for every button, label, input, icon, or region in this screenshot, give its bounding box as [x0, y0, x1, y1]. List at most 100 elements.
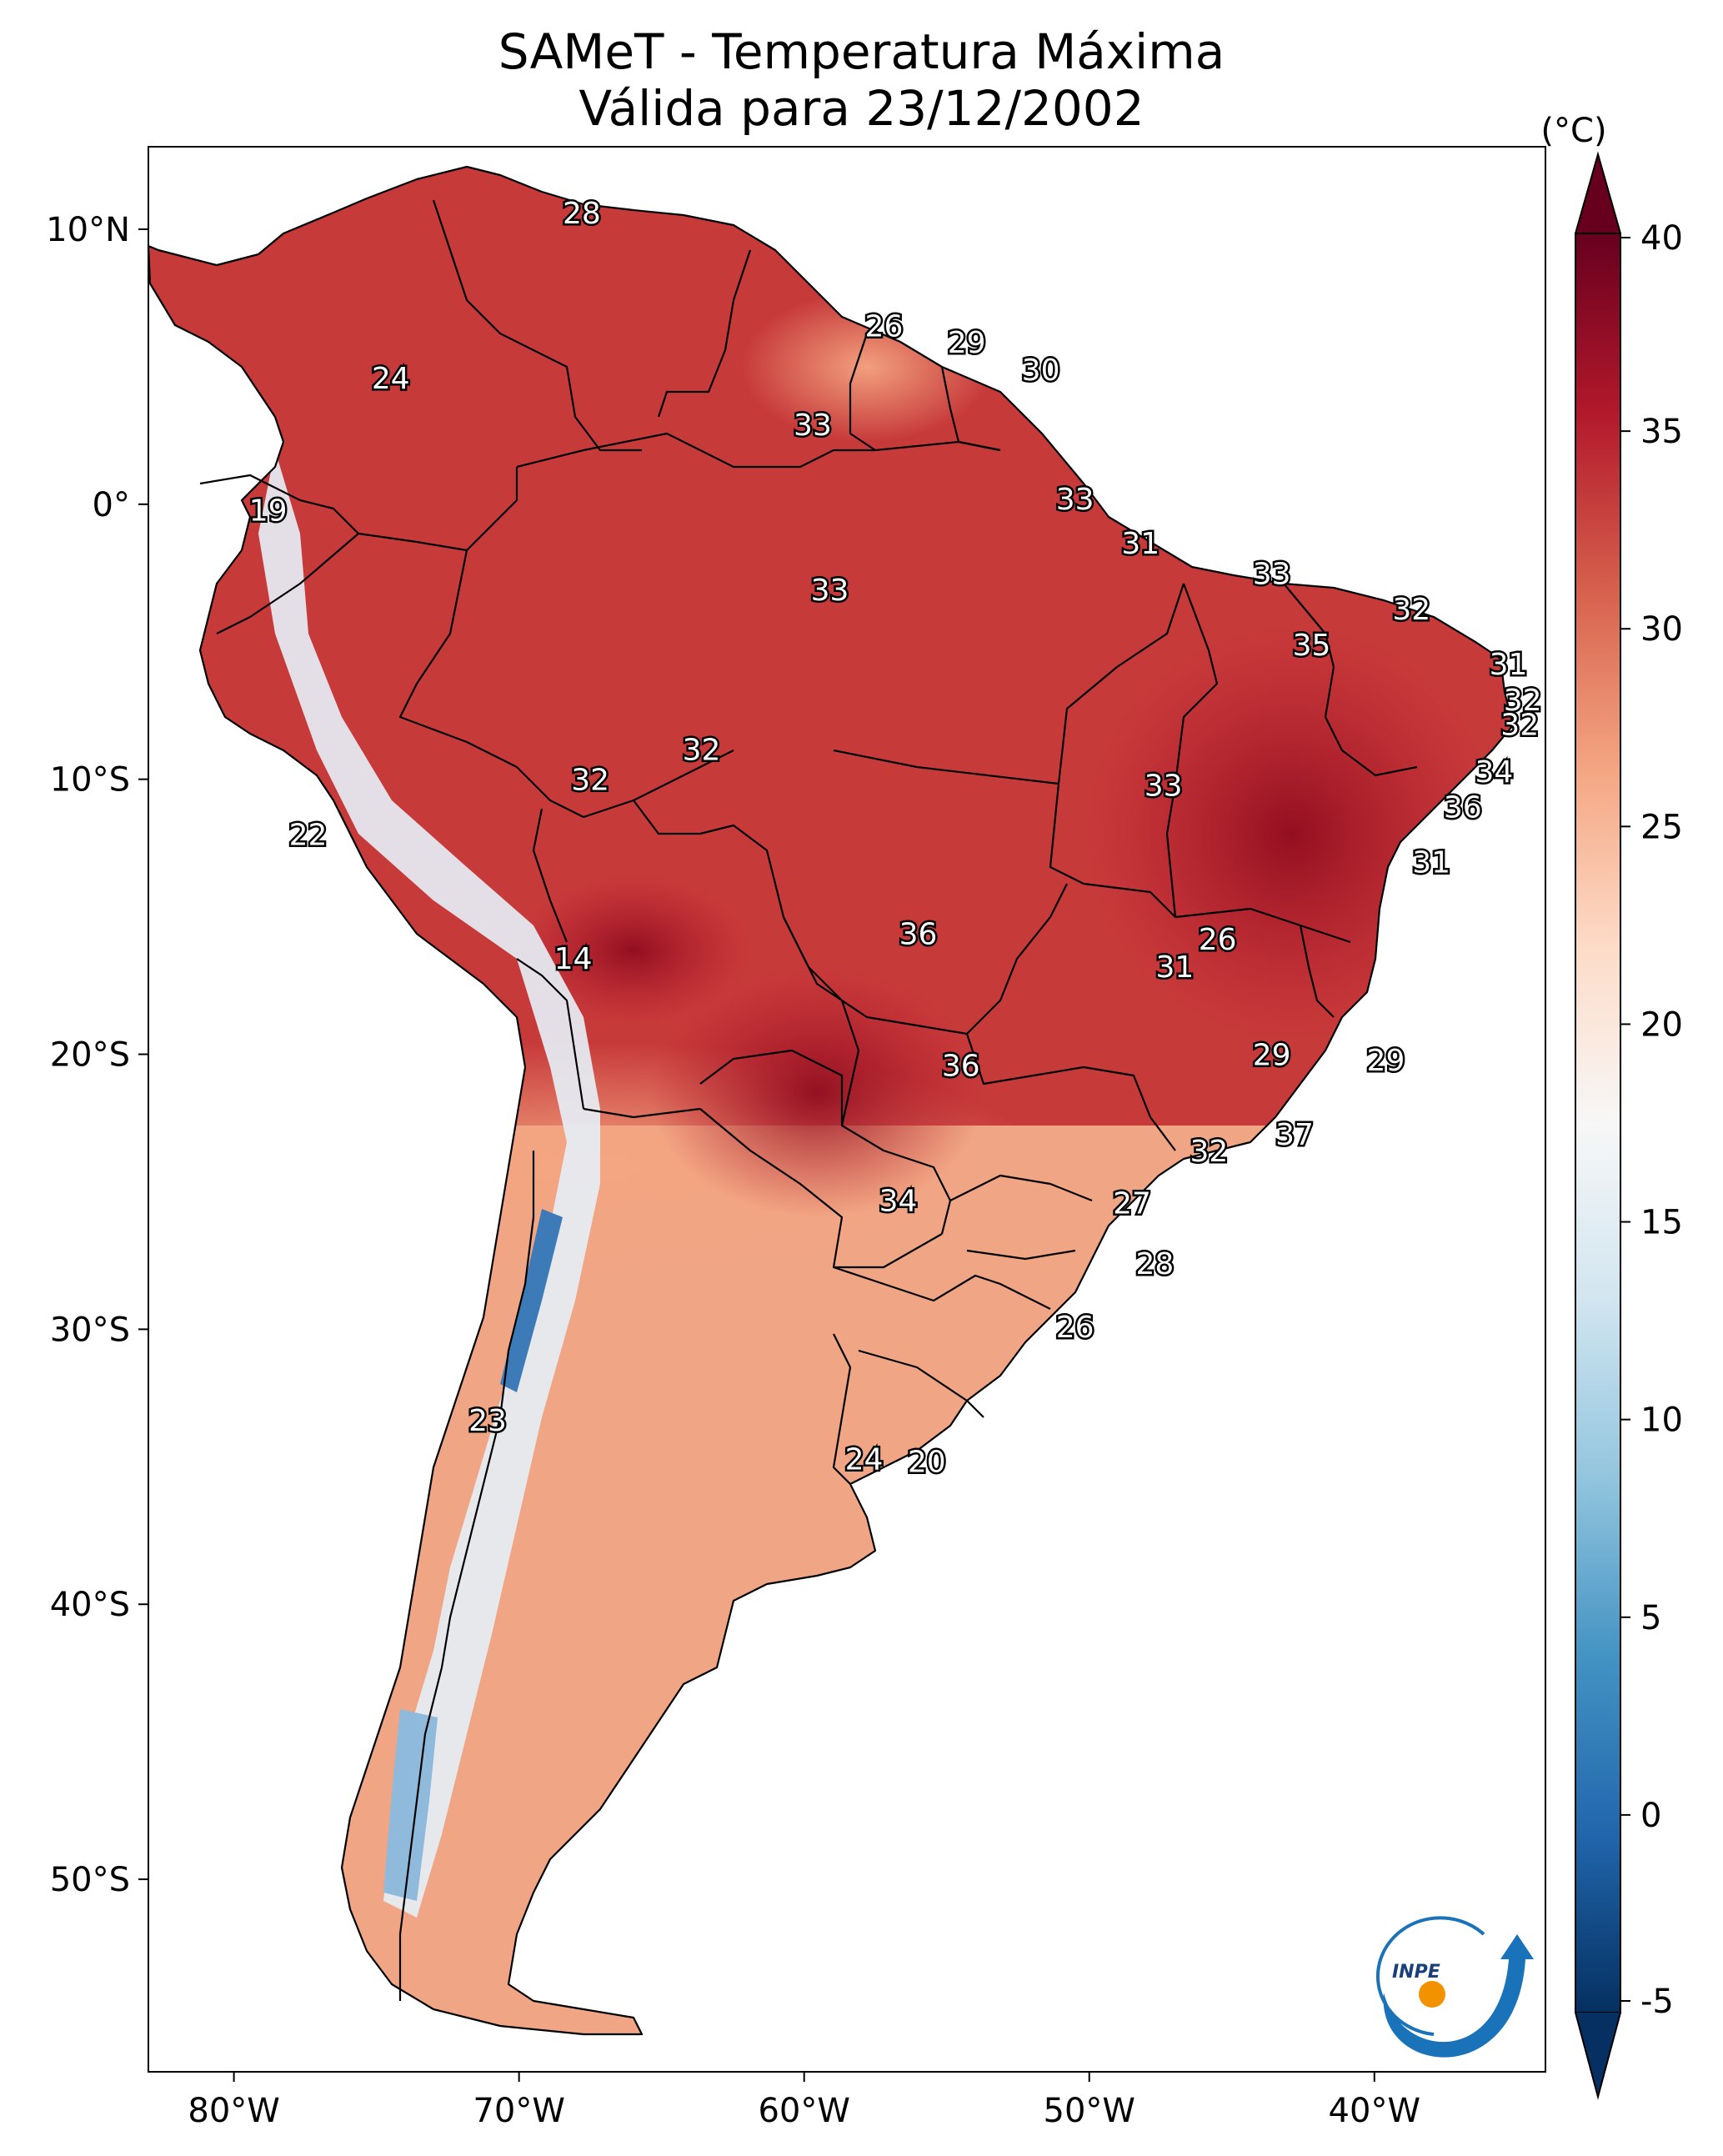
temperature-label: 29 — [1367, 1044, 1405, 1078]
colorbar: (°C) 40 35 30 25 20 15 10 5 0 -5 — [1540, 112, 1683, 2100]
temperature-label: 32 — [1190, 1135, 1228, 1169]
field-hot-amazon-west — [517, 875, 750, 1025]
logo-dot-icon — [1419, 1981, 1445, 2008]
temperature-label: 24 — [372, 362, 410, 396]
colorbar-tick-label: 25 — [1640, 808, 1683, 846]
temperature-label: 34 — [1475, 755, 1514, 790]
colorbar-tick-label: 15 — [1640, 1204, 1683, 1242]
temperature-label: 29 — [948, 326, 986, 360]
border-peru-chile — [516, 958, 585, 1110]
andes-cold-core — [500, 1209, 563, 1392]
border-bolivia-argentina — [583, 1107, 701, 1119]
border-brazil-inner-9 — [966, 1249, 1076, 1261]
temperature-label: 33 — [1056, 483, 1094, 517]
border-bolivia-paraguay — [699, 1049, 844, 1126]
coastline — [147, 165, 1515, 2036]
border-venezuela-guyana — [657, 249, 752, 418]
border-chile-argentina — [398, 1151, 535, 2001]
temperature-label: 33 — [794, 409, 832, 443]
lon-tick-label: 80°W — [188, 2092, 279, 2130]
lat-tick-label: 10°S — [50, 761, 130, 800]
colorbar-tick-label: -5 — [1640, 1983, 1674, 2021]
colorbar-body — [1575, 233, 1621, 2013]
lat-tick-label: 10°N — [46, 211, 130, 249]
border-brazil-inner-8 — [949, 1174, 1093, 1202]
temperature-label: 29 — [1253, 1039, 1291, 1073]
andes-cool-strip — [258, 450, 600, 1918]
temperature-label: 35 — [1293, 629, 1331, 663]
border-brazil-inner-3 — [1165, 583, 1219, 918]
colorbar-bottom-arrow — [1575, 2013, 1620, 2097]
temperature-label: 26 — [1199, 923, 1237, 957]
temperature-label: 26 — [865, 309, 904, 343]
longitude-ticks: 80°W 70°W 60°W 50°W 40°W — [188, 2072, 1420, 2130]
colorbar-top-arrow — [1575, 154, 1620, 233]
temperature-label: 31 — [1121, 527, 1160, 561]
lat-tick-label: 20°S — [50, 1036, 130, 1075]
colorbar-tick-label: 30 — [1640, 610, 1683, 649]
temperature-label: 36 — [1444, 791, 1482, 825]
country-borders — [147, 165, 1515, 2036]
border-argentina-uruguay — [832, 1333, 852, 1485]
border-paraguay-argentina — [699, 1108, 943, 1269]
border-brazil-inner-2 — [1049, 783, 1351, 944]
temperature-label: 30 — [1022, 353, 1060, 388]
temperature-label: 32 — [1392, 593, 1430, 627]
lon-tick-label: 60°W — [758, 2092, 849, 2130]
border-guyana-suriname — [849, 333, 876, 451]
temperature-label: 33 — [1253, 557, 1291, 591]
colorbar-outline — [1575, 151, 1621, 2100]
border-brazil-inner-7 — [1299, 925, 1335, 1018]
temperature-label: 20 — [908, 1446, 946, 1480]
temperature-label: 28 — [563, 197, 601, 231]
temperature-label: 26 — [1056, 1311, 1094, 1345]
temperature-label: 36 — [899, 917, 938, 951]
colorbar-tick-label: 20 — [1640, 1005, 1683, 1044]
temperature-label: 32 — [571, 764, 609, 798]
lat-tick-label: 50°S — [50, 1861, 130, 1899]
temperature-label: 23 — [468, 1404, 507, 1438]
temperature-label: 22 — [289, 819, 328, 853]
lon-tick-label: 70°W — [473, 2092, 564, 2130]
border-brazil-uruguay — [858, 1349, 984, 1418]
temperature-label: 32 — [683, 733, 721, 767]
colorbar-ticks: 40 35 30 25 20 15 10 5 0 -5 — [1620, 219, 1683, 2021]
temperature-label: 32 — [1500, 709, 1539, 743]
border-brazil-north — [516, 432, 1001, 469]
lat-tick-label: 40°S — [50, 1586, 130, 1624]
temperature-label: 27 — [1113, 1187, 1151, 1221]
colorbar-unit: (°C) — [1540, 112, 1606, 150]
map-title: SAMeT - Temperatura Máxima Válida para 2… — [0, 23, 1723, 137]
temperature-label: 31 — [1412, 846, 1450, 880]
temperature-label: 31 — [1490, 648, 1528, 682]
border-colombia-venezuela — [432, 199, 642, 452]
border-brazil-inner-1 — [833, 583, 1185, 785]
temperature-label: 33 — [811, 574, 849, 608]
border-brazil-inner-4 — [1283, 583, 1418, 777]
inpe-logo: INPE — [1376, 1916, 1534, 2058]
title-line-1: SAMeT - Temperatura Máxima — [498, 23, 1225, 80]
colorbar-tick-label: 5 — [1640, 1599, 1661, 1637]
temperature-label: 33 — [1144, 769, 1183, 803]
logo-text: INPE — [1392, 1962, 1440, 1983]
border-ecuador — [199, 474, 360, 634]
lon-tick-label: 40°W — [1329, 2092, 1420, 2130]
temperature-label: 32 — [1504, 684, 1542, 718]
temperature-label: 37 — [1275, 1118, 1314, 1152]
patagonia-cold — [383, 1709, 438, 1901]
temperature-label: 34 — [879, 1184, 918, 1218]
temperature-label: 28 — [1135, 1247, 1174, 1281]
colorbar-tick-label: 0 — [1640, 1797, 1661, 1835]
colorbar-tick-label: 10 — [1640, 1401, 1683, 1440]
temperature-label: 14 — [554, 942, 593, 976]
field-hot-chaco — [650, 967, 984, 1217]
colorbar-tick-label: 35 — [1640, 413, 1683, 451]
logo-swoosh-icon — [1383, 1934, 1534, 2058]
logo-ring-icon — [1376, 1916, 1485, 2036]
border-peru-bolivia — [532, 808, 568, 943]
lat-tick-label: 30°S — [50, 1311, 130, 1349]
border-brazil-argentina — [833, 1266, 1051, 1310]
title-line-2: Válida para 23/12/2002 — [579, 80, 1144, 137]
